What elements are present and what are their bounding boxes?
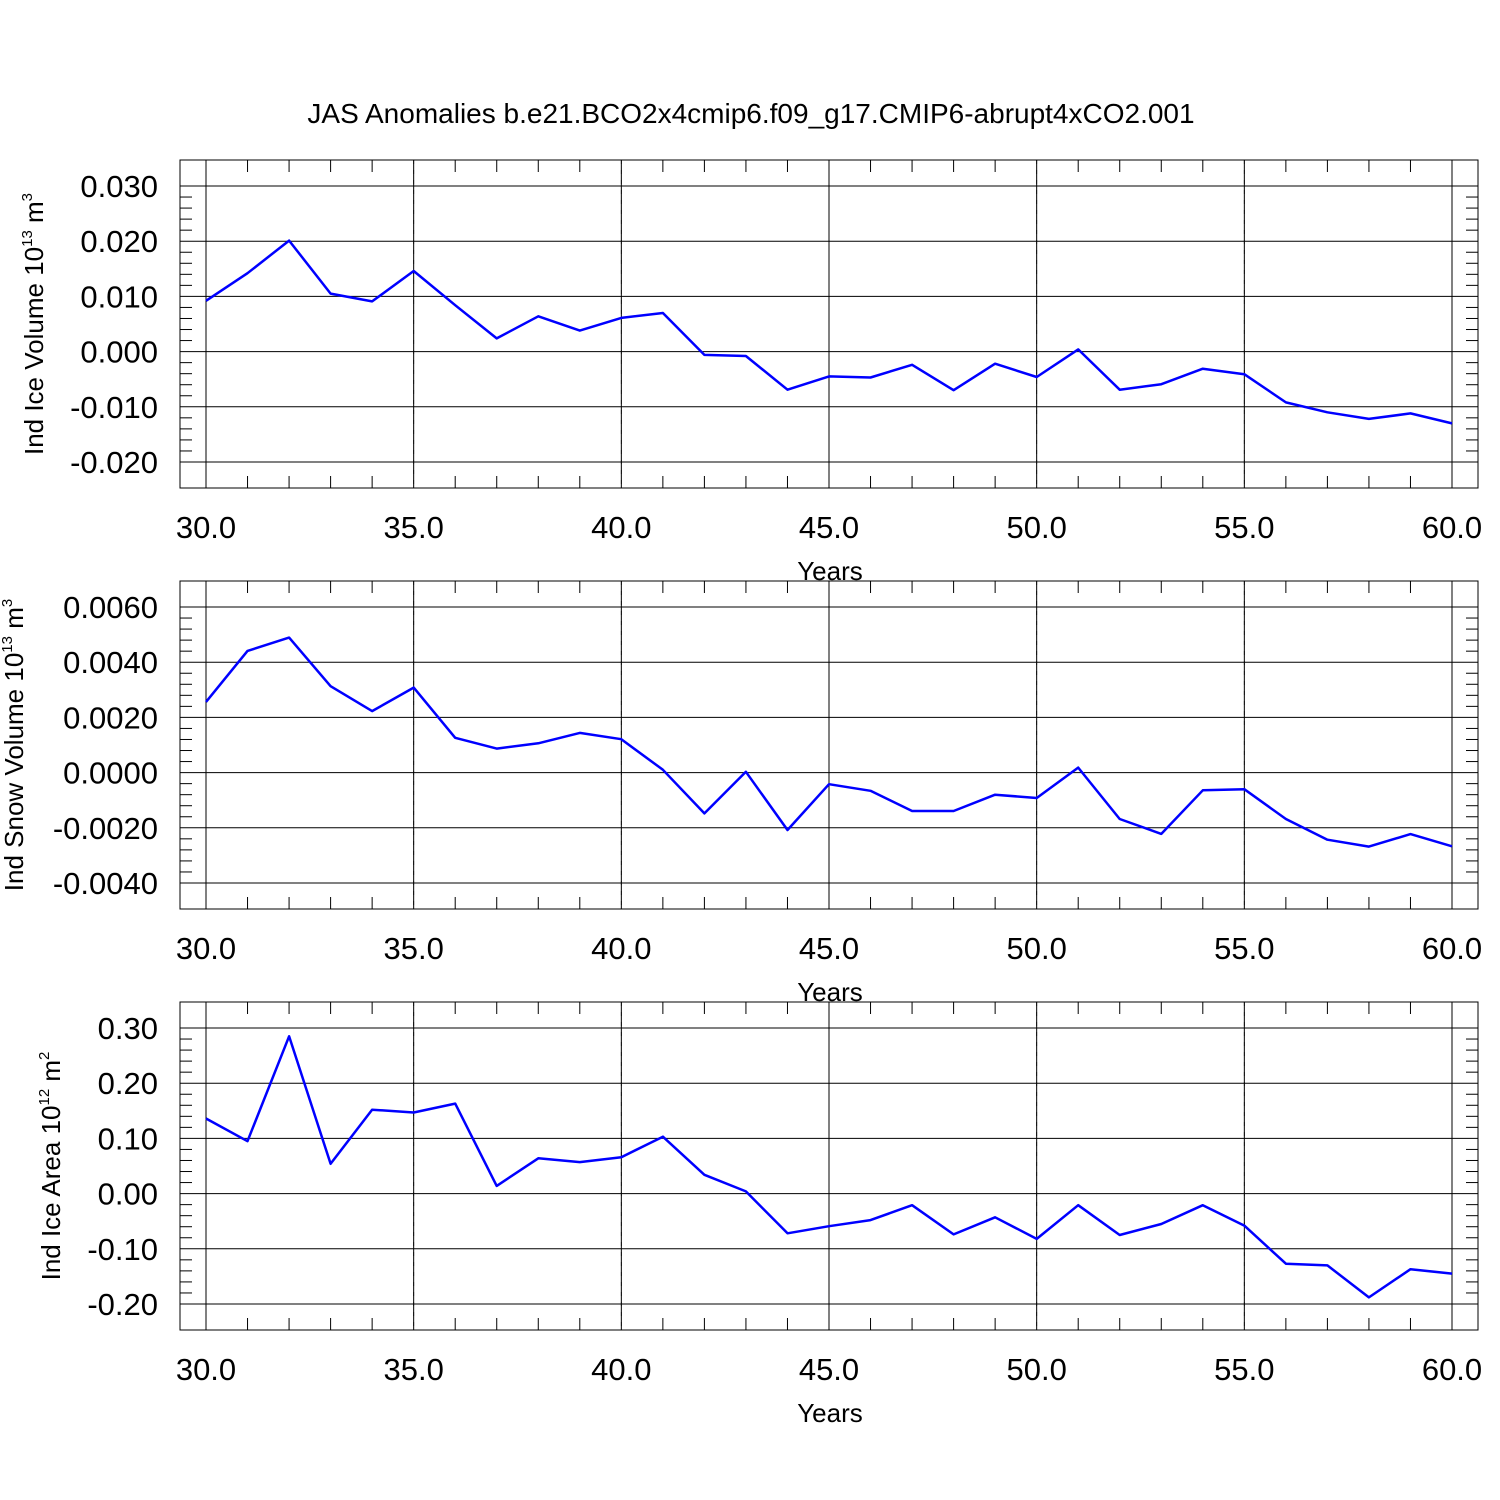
x-tick-label: 60.0 — [1422, 931, 1482, 966]
panel-ice-area: -0.20 -0.10 0.00 0.10 0.20 0.30 30.0 35.0 40.0 45… — [36, 1001, 1482, 1428]
y-tick-label: -0.10 — [87, 1232, 158, 1267]
y-tick-label: -0.010 — [70, 390, 158, 425]
x-tick-label: 40.0 — [591, 510, 651, 545]
x-tick-label: 45.0 — [799, 510, 859, 545]
y-tick-label: 0.30 — [98, 1011, 158, 1046]
series-line — [205, 239, 1453, 425]
x-tick-label: 55.0 — [1214, 931, 1274, 966]
y-tick-label: 0.030 — [80, 169, 158, 204]
x-tick-label: 50.0 — [1006, 1352, 1066, 1387]
x-tick-label: 30.0 — [176, 931, 236, 966]
x-tick-label: 45.0 — [799, 931, 859, 966]
y-tick-label: -0.0040 — [53, 866, 158, 901]
x-tick-label: 40.0 — [591, 1352, 651, 1387]
panels: -0.020 -0.010 0.000 0.010 0.020 0.030 30.0 35.0… — [0, 159, 1482, 1428]
y-tick-label: 0.0040 — [63, 645, 158, 680]
y-tick-label: -0.020 — [70, 445, 158, 480]
y-tick-label: 0.010 — [80, 279, 158, 314]
x-tick-label: 35.0 — [383, 1352, 443, 1387]
x-tick-label: 60.0 — [1422, 510, 1482, 545]
y-tick-label: 0.10 — [98, 1121, 158, 1156]
y-tick-label: 0.0060 — [63, 590, 158, 625]
panel-ice-volume: -0.020 -0.010 0.000 0.010 0.020 0.030 30.0 35.0… — [19, 159, 1482, 586]
x-tick-label: 30.0 — [176, 1352, 236, 1387]
x-tick-label: 50.0 — [1006, 931, 1066, 966]
y-tick-label: -0.20 — [87, 1287, 158, 1322]
x-tick-label: 35.0 — [383, 510, 443, 545]
panel-snow-volume: -0.0040 -0.0020 0.0000 0.0020 0.0040 0.0060 30… — [0, 580, 1482, 1007]
x-tick-label: 50.0 — [1006, 510, 1066, 545]
x-tick-label: 55.0 — [1214, 1352, 1274, 1387]
series-line — [205, 1035, 1453, 1299]
y-tick-label: 0.00 — [98, 1177, 158, 1212]
x-tick-label: 35.0 — [383, 931, 443, 966]
x-axis-label: Years — [797, 1398, 863, 1428]
chart-title: JAS Anomalies b.e21.BCO2x4cmip6.f09_g17.… — [307, 98, 1194, 129]
x-tick-label: 60.0 — [1422, 1352, 1482, 1387]
y-axis-label: Ind Ice Area 1012 m2 — [36, 1052, 66, 1281]
x-tick-label: 55.0 — [1214, 510, 1274, 545]
y-tick-label: 0.0020 — [63, 700, 158, 735]
y-tick-label: 0.000 — [80, 335, 158, 370]
x-tick-label: 30.0 — [176, 510, 236, 545]
x-tick-label: 45.0 — [799, 1352, 859, 1387]
y-tick-label: -0.0020 — [53, 811, 158, 846]
y-axis-label: Ind Ice Volume 1013 m3 — [19, 193, 49, 455]
y-tick-label: 0.0000 — [63, 756, 158, 791]
series-line — [205, 636, 1453, 848]
y-axis-label: Ind Snow Volume 1013 m3 — [0, 599, 29, 891]
y-tick-label: 0.20 — [98, 1066, 158, 1101]
y-tick-label: 0.020 — [80, 224, 158, 259]
x-tick-label: 40.0 — [591, 931, 651, 966]
